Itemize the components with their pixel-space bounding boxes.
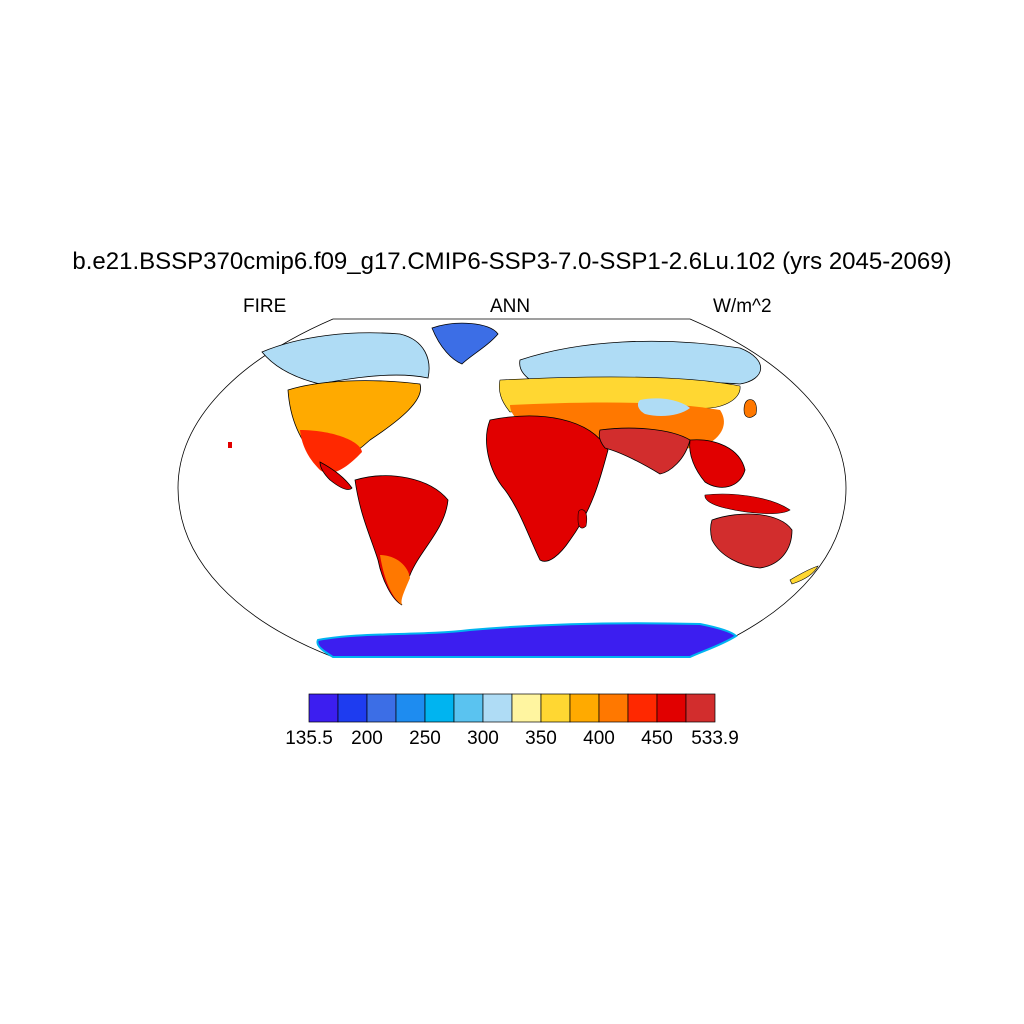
greenland [431,322,499,365]
arabia-india [598,427,691,475]
colorbar-label: 300 [467,728,499,749]
colorbar-box [598,693,629,723]
colorbar-box [656,693,687,723]
colorbar-box [540,693,571,723]
colorbar-box [685,693,716,723]
north-america-south [300,430,362,474]
units-label: W/m^2 [713,296,772,317]
colorbar-box [569,693,600,723]
colorbar-label: 200 [351,728,383,749]
season-label: ANN [490,296,531,317]
figure-title: b.e21.BSSP370cmip6.f09_g17.CMIP6-SSP3-7.… [72,248,952,275]
tibetan-plateau [637,398,690,416]
southeast-asia [689,439,746,488]
madagascar [577,509,588,529]
colorbar-label: 135.5 [285,728,333,749]
colorbar-label: 533.9 [691,728,739,749]
colorbar-label: 350 [525,728,557,749]
colorbar-box [366,693,397,723]
colorbar-box [395,693,426,723]
central-america [319,461,353,490]
colorbar-label: 250 [409,728,441,749]
africa [486,415,609,562]
maritime-continent [704,493,791,514]
south-america-south [380,555,410,605]
australia [710,513,793,569]
colorbar-box [424,693,455,723]
colorbar-box [337,693,368,723]
colorbar-label: 450 [641,728,673,749]
colorbar-boxes [308,693,716,723]
colorbar-box [308,693,339,723]
colorbar-box [627,693,658,723]
north-america-arctic [261,332,430,385]
colorbar-box [511,693,542,723]
variable-label: FIRE [243,296,287,317]
colorbar-label: 400 [583,728,615,749]
colorbar-box [453,693,484,723]
japan [743,399,757,418]
colorbar-labels: 135.5 200 250 300 350 400 450 533.9 [285,728,739,749]
new-zealand [789,565,819,585]
colorbar-box [482,693,513,723]
antarctica [316,622,738,658]
hawaii [228,442,232,448]
